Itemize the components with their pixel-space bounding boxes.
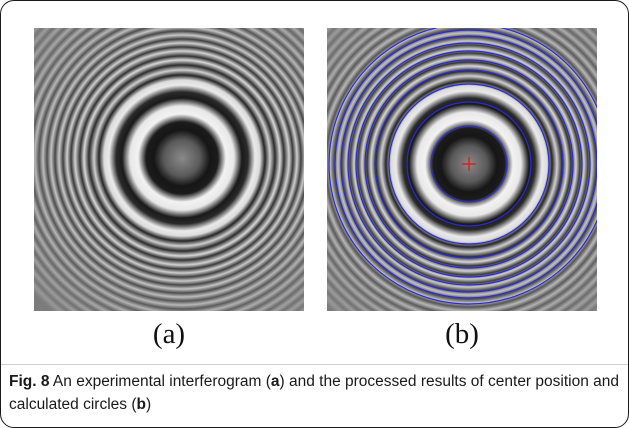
fitted-circle [347, 42, 591, 286]
fitted-circle [340, 35, 597, 293]
processed-interferogram-image [327, 28, 597, 311]
caption-figure-number: Fig. 8 [9, 373, 50, 390]
fitted-circle [430, 125, 508, 203]
caption-ref-a: a [270, 373, 280, 390]
panel-b-label: (b) [445, 318, 479, 350]
caption-text-1: An experimental interferogram ( [49, 373, 271, 390]
caption-ref-b: b [136, 396, 146, 413]
caption-text-3: ) [145, 396, 152, 413]
fitted-circle [364, 59, 574, 269]
panel-a-label: (a) [152, 318, 186, 350]
figure-caption: Fig. 8 An experimental interferogram (a)… [9, 370, 621, 416]
interferogram-image [34, 28, 304, 311]
fitted-circle [388, 83, 550, 245]
center-marker-icon [462, 157, 476, 171]
caption-divider [1, 364, 628, 365]
fitted-circle [355, 50, 583, 278]
fitted-circle [406, 101, 532, 227]
fitted-circle [334, 29, 597, 299]
fitted-circles [328, 28, 597, 305]
fitted-circle [328, 28, 597, 305]
fitted-circle [374, 69, 564, 259]
caption-text-2: ) and the processed results of center po… [9, 373, 619, 413]
